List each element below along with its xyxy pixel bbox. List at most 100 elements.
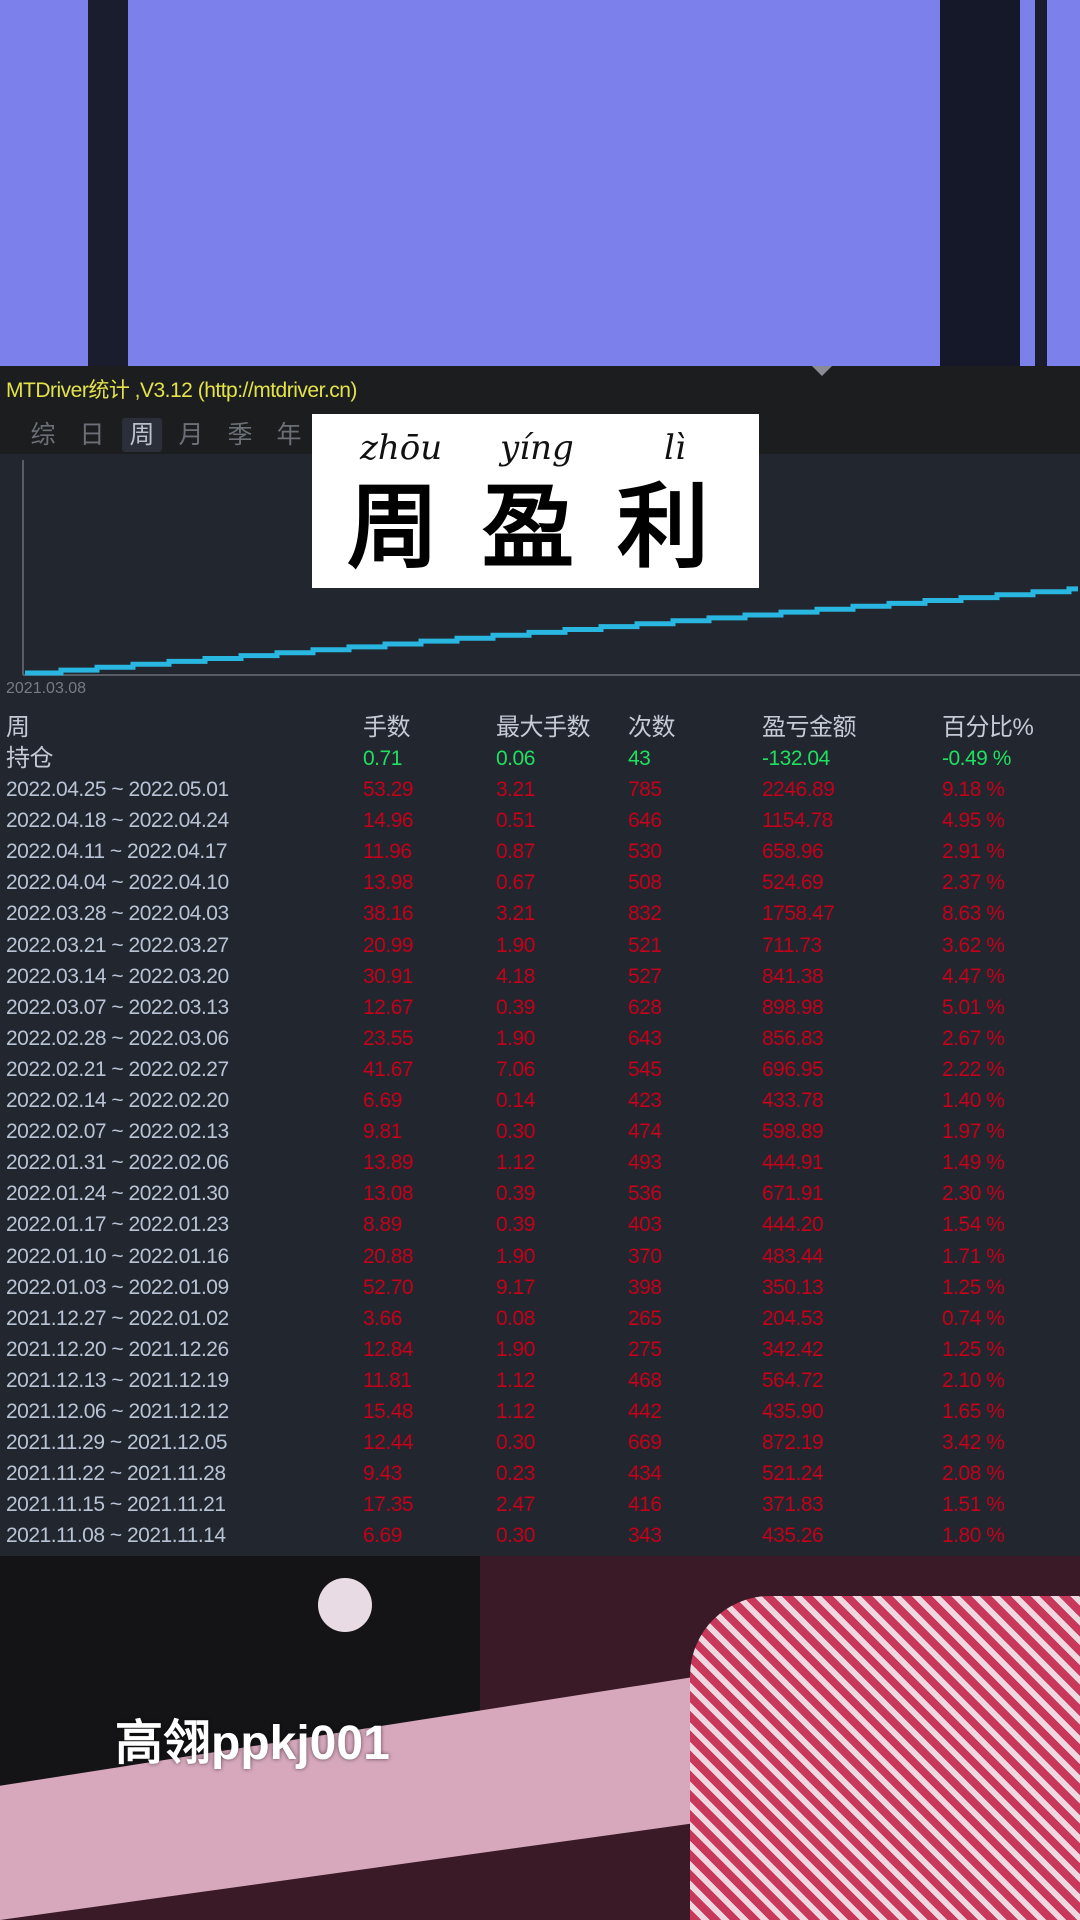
row-lots: 30.91 [363,964,414,988]
row-date: 2022.03.07 ~ 2022.03.13 [6,995,229,1019]
tab-month[interactable]: 月 [178,421,204,449]
row-percent: 8.63 % [942,902,1005,926]
row-max-lots: 1.90 [496,933,535,957]
row-percent: 1.49 % [942,1151,1005,1175]
row-max-lots: 1.90 [496,1337,535,1361]
row-pnl: 435.90 [762,1400,824,1423]
table-row[interactable]: 2022.04.04 ~ 2022.04.10 13.98 0.67 508 524.6… [0,867,1080,898]
row-max-lots: 0.30 [496,1120,535,1144]
row-pnl: 444.20 [762,1213,824,1237]
header-lots[interactable]: 手数 [363,714,411,741]
patterned-cloth [690,1596,1080,1920]
row-lots: 17.35 [363,1493,414,1517]
window-frame [940,0,1020,366]
table-row[interactable]: 2021.12.06 ~ 2021.12.12 15.48 1.12 442 435.9… [0,1396,1080,1427]
table-row[interactable]: 2022.04.11 ~ 2022.04.17 11.96 0.87 530 658.9… [0,836,1080,867]
tab-summary[interactable]: 综 [30,421,56,449]
hanzi-ying: 盈 [482,473,575,581]
row-date: 2022.04.18 ~ 2022.04.24 [6,809,229,833]
row-percent: 0.74 % [942,1306,1005,1330]
row-date: 2021.12.20 ~ 2021.12.26 [6,1337,229,1361]
row-date: 2021.12.27 ~ 2022.01.02 [6,1306,229,1330]
row-pnl: 696.95 [762,1057,824,1081]
caret-down-icon [812,366,832,376]
table-row[interactable]: 2022.02.14 ~ 2022.02.20 6.69 0.14 423 433.78… [0,1085,1080,1116]
position-count: 43 [628,747,651,770]
table-row[interactable]: 2021.11.29 ~ 2021.12.05 12.44 0.30 669 872.1… [0,1427,1080,1458]
hanzi-li: 利 [617,473,710,581]
table-header: 周 手数 最大手数 次数 盈亏金额 百分比% [0,712,1080,743]
row-date: 2022.01.03 ~ 2022.01.09 [6,1275,229,1299]
table-row[interactable]: 2022.02.21 ~ 2022.02.27 41.67 7.06 545 696.9… [0,1054,1080,1085]
table-row[interactable]: 2021.11.15 ~ 2021.11.21 17.35 2.47 416 371.8… [0,1489,1080,1520]
row-date: 2022.01.10 ~ 2022.01.16 [6,1244,229,1268]
row-lots: 8.89 [363,1213,402,1237]
header-max-lots[interactable]: 最大手数 [496,714,591,741]
table-row[interactable]: 2022.01.31 ~ 2022.02.06 13.89 1.12 493 444.9… [0,1147,1080,1178]
row-lots: 6.69 [363,1089,402,1112]
row-count: 474 [628,1120,662,1144]
tab-week[interactable]: 周 [122,418,162,452]
row-lots: 9.43 [363,1462,402,1486]
row-percent: 2.08 % [942,1462,1005,1486]
row-percent: 1.51 % [942,1493,1005,1517]
row-count: 398 [628,1275,662,1299]
table-row[interactable]: 2021.12.13 ~ 2021.12.19 11.81 1.12 468 564.7… [0,1365,1080,1396]
table-row[interactable]: 2022.04.25 ~ 2022.05.01 53.29 3.21 785 2246.… [0,774,1080,805]
table-row[interactable]: 2021.11.08 ~ 2021.11.14 6.69 0.30 343 435.26… [0,1520,1080,1551]
row-percent: 2.91 % [942,840,1005,864]
row-pnl: 444.91 [762,1151,824,1175]
row-max-lots: 0.87 [496,840,535,864]
watermark-text: 高翎ppkj001 [115,1717,390,1770]
row-pnl: 1154.78 [762,809,833,833]
tab-year[interactable]: 年 [276,421,302,449]
header-week[interactable]: 周 [6,714,30,741]
row-percent: 1.71 % [942,1244,1005,1268]
row-max-lots: 1.90 [496,1026,535,1050]
row-pnl: 342.42 [762,1337,824,1361]
row-lots: 3.66 [363,1306,402,1330]
row-count: 403 [628,1213,662,1237]
table-row[interactable]: 2022.01.03 ~ 2022.01.09 52.70 9.17 398 350.1… [0,1272,1080,1303]
row-pnl: 898.98 [762,995,824,1019]
row-lots: 6.69 [363,1524,402,1548]
table-row[interactable]: 2021.11.22 ~ 2021.11.28 9.43 0.23 434 521.24… [0,1458,1080,1489]
row-count: 343 [628,1524,662,1548]
row-pnl: 204.53 [762,1306,824,1330]
table-row[interactable]: 2022.01.24 ~ 2022.01.30 13.08 0.39 536 671.9… [0,1178,1080,1209]
row-lots: 20.99 [363,933,414,957]
row-lots: 13.98 [363,871,414,895]
table-row[interactable]: 2022.04.18 ~ 2022.04.24 14.96 0.51 646 1154.… [0,805,1080,836]
row-date: 2021.11.08 ~ 2021.11.14 [6,1524,226,1548]
row-max-lots: 0.39 [496,995,535,1019]
row-pnl: 872.19 [762,1431,824,1455]
row-count: 536 [628,1182,662,1206]
row-percent: 1.25 % [942,1337,1005,1361]
row-percent: 1.80 % [942,1524,1005,1548]
header-count[interactable]: 次数 [628,714,676,741]
header-percent[interactable]: 百分比% [942,714,1034,741]
table-row[interactable]: 2022.01.17 ~ 2022.01.23 8.89 0.39 403 444.20… [0,1209,1080,1240]
table-row[interactable]: 2022.01.10 ~ 2022.01.16 20.88 1.90 370 483.4… [0,1241,1080,1272]
table-row[interactable]: 2022.03.07 ~ 2022.03.13 12.67 0.39 628 898.9… [0,992,1080,1023]
table-row[interactable]: 2022.02.07 ~ 2022.02.13 9.81 0.30 474 598.89… [0,1116,1080,1147]
table-row[interactable]: 2022.03.28 ~ 2022.04.03 38.16 3.21 832 1758.… [0,898,1080,929]
hanzi-zhou: 周 [347,473,440,581]
row-pnl: 711.73 [762,933,822,957]
row-max-lots: 0.14 [496,1089,535,1112]
tab-day[interactable]: 日 [79,421,105,449]
row-count: 530 [628,840,662,864]
row-count: 646 [628,809,662,833]
row-percent: 1.25 % [942,1275,1005,1299]
table-row[interactable]: 2021.12.20 ~ 2021.12.26 12.84 1.90 275 342.4… [0,1334,1080,1365]
row-pnl: 433.78 [762,1089,824,1112]
table-row[interactable]: 2022.03.21 ~ 2022.03.27 20.99 1.90 521 711.7… [0,930,1080,961]
table-row[interactable]: 2021.12.27 ~ 2022.01.02 3.66 0.08 265 204.53… [0,1303,1080,1334]
row-percent: 1.65 % [942,1400,1005,1423]
row-pnl: 521.24 [762,1462,824,1486]
table-row[interactable]: 2022.03.14 ~ 2022.03.20 30.91 4.18 527 841.3… [0,961,1080,992]
header-pnl[interactable]: 盈亏金额 [762,714,857,741]
table-row[interactable]: 2022.02.28 ~ 2022.03.06 23.55 1.90 643 856.8… [0,1023,1080,1054]
row-count: 423 [628,1089,662,1112]
tab-quarter[interactable]: 季 [227,421,253,449]
